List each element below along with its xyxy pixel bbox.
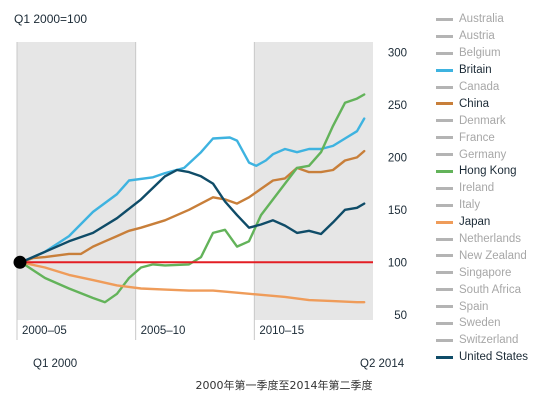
origin-marker [13,255,27,269]
legend-swatch [436,237,453,241]
chart-legend: Australia Austria Belgium Britain Canada Chin… [436,11,548,366]
series-line-united-states [19,168,366,264]
legend-item-spain[interactable]: Spain [436,298,548,315]
legend-swatch [436,338,453,342]
legend-item-france[interactable]: France [436,129,548,146]
legend-item-new-zealand[interactable]: New Zealand [436,247,548,264]
y-tick-label: 50 [394,310,407,322]
period-band-label: 2000–05 [22,325,67,337]
legend-label: South Africa [459,283,522,296]
legend-label: Spain [459,300,489,313]
legend-label: Italy [459,199,481,212]
legend-label: New Zealand [459,249,527,262]
legend-swatch [436,355,453,359]
legend-swatch [436,254,453,258]
legend-item-britain[interactable]: Britain [436,62,548,79]
legend-item-ireland[interactable]: Ireland [436,180,548,197]
legend-swatch [436,34,453,38]
legend-item-hong-kong[interactable]: Hong Kong [436,163,548,180]
legend-item-sweden[interactable]: Sweden [436,315,548,332]
y-tick-label: 300 [388,47,407,59]
legend-item-canada[interactable]: Canada [436,79,548,96]
legend-swatch [436,169,453,173]
legend-label: Canada [459,81,500,93]
series-line-britain [19,117,366,264]
period-band [135,42,255,320]
y-tick-label: 100 [388,257,407,269]
legend-swatch [436,136,453,140]
legend-swatch [436,102,453,106]
legend-item-singapore[interactable]: Singapore [436,264,548,281]
legend-label: Netherlands [459,233,522,246]
legend-item-denmark[interactable]: Denmark [436,112,548,129]
legend-swatch [436,119,453,123]
legend-item-netherlands[interactable]: Netherlands [436,231,548,248]
chart-subtitle: Q1 2000=100 [14,12,87,26]
legend-label: Japan [459,216,491,229]
legend-swatch [436,186,453,190]
series-lines [19,93,366,304]
period-band-label: 2005–10 [141,325,186,337]
legend-item-germany[interactable]: Germany [436,146,548,163]
legend-label: Germany [459,148,507,161]
legend-label: France [459,131,495,144]
legend-item-belgium[interactable]: Belgium [436,45,548,62]
series-line-japan [19,261,366,304]
legend-item-south-africa[interactable]: South Africa [436,281,548,298]
period-bands [16,42,373,340]
legend-swatch [436,321,453,325]
legend-item-china[interactable]: China [436,95,548,112]
baseline-layer [13,255,373,269]
legend-label: Ireland [459,182,495,195]
legend-label: Australia [459,13,504,26]
legend-label: Switzerland [459,334,519,347]
legend-swatch [436,220,453,224]
legend-item-australia[interactable]: Australia [436,11,548,28]
legend-swatch [436,203,453,207]
legend-label: Denmark [459,114,506,127]
legend-swatch [436,51,453,55]
x-axis-end-label: Q2 2014 [360,358,405,370]
y-tick-label: 250 [388,100,407,112]
legend-swatch [436,85,453,89]
period-band [17,42,136,320]
legend-label: Sweden [459,317,501,330]
legend-swatch [436,17,453,21]
legend-label: Singapore [459,266,512,279]
y-tick-label: 200 [388,152,407,164]
legend-swatch [436,271,453,275]
legend-swatch [436,153,453,157]
legend-item-united-states[interactable]: United States [436,349,548,366]
legend-item-austria[interactable]: Austria [436,28,548,45]
series-line-china [19,149,366,264]
legend-label: Hong Kong [459,165,517,178]
chart-footer: 2000年第一季度至2014年第二季度 [196,378,373,392]
series-line-hong-kong [19,93,366,304]
legend-swatch [436,305,453,309]
legend-item-italy[interactable]: Italy [436,197,548,214]
legend-item-japan[interactable]: Japan [436,214,548,231]
y-axis: 50 100 150 200 250 300 [388,47,407,321]
legend-label: China [459,97,490,110]
y-tick-label: 150 [388,205,407,217]
legend-label: Belgium [459,47,501,60]
x-axis-start-label: Q1 2000 [33,358,77,370]
legend-label: United States [459,351,529,364]
legend-swatch [436,288,453,292]
period-band-label: 2010–15 [259,325,304,337]
legend-swatch [436,68,453,72]
legend-item-switzerland[interactable]: Switzerland [436,332,548,349]
period-band-labels: 2000–05 2005–10 2010–15 [22,325,304,337]
legend-label: Britain [459,64,492,77]
legend-label: Austria [459,30,495,43]
